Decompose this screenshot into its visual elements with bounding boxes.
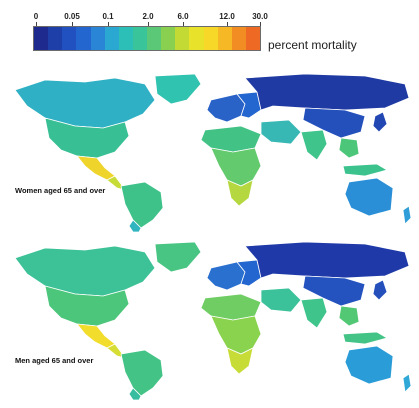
legend-color-segment — [76, 27, 91, 50]
legend-color-segment — [231, 27, 246, 50]
region-middle-east — [260, 287, 302, 313]
legend-tick-label: 30.0 — [252, 12, 268, 21]
region-indonesia — [342, 331, 388, 345]
region-usa — [44, 117, 130, 159]
region-se-asia — [338, 137, 360, 159]
legend-color-bar — [33, 26, 261, 51]
region-south-america — [120, 349, 164, 397]
region-south-america — [120, 181, 164, 229]
legend-color-segment — [189, 27, 204, 50]
region-se-asia — [338, 305, 360, 327]
region-india — [300, 297, 328, 329]
region-africa — [210, 315, 262, 355]
region-north-america — [14, 245, 156, 297]
world-map-svg — [14, 73, 412, 232]
region-japan — [372, 111, 388, 133]
legend-color-segment — [147, 27, 162, 50]
legend-tick-label: 12.0 — [219, 12, 235, 21]
legend-color-segment — [118, 27, 133, 50]
legend-tick-mark — [260, 22, 261, 26]
color-legend: 0 0.05 0.1 2.0 6.0 12.0 30.0 percent mor… — [0, 0, 419, 62]
legend-tick-label: 0.05 — [64, 12, 80, 21]
region-indonesia — [342, 163, 388, 177]
region-africa-north — [200, 125, 262, 153]
legend-tick-mark — [183, 22, 184, 26]
region-russia — [244, 73, 410, 111]
legend-color-segment — [132, 27, 147, 50]
legend-color-segment — [104, 27, 119, 50]
legend-color-segment — [48, 27, 63, 50]
legend-color-segment — [34, 27, 49, 50]
legend-tick-mark — [36, 22, 37, 26]
region-africa-south — [226, 179, 254, 207]
region-africa-south — [226, 347, 254, 375]
region-mexico — [76, 323, 116, 349]
region-usa — [44, 285, 130, 327]
region-africa-north — [200, 293, 262, 321]
region-australia — [344, 345, 394, 385]
legend-tick-label: 2.0 — [142, 12, 154, 21]
legend-tick-mark — [108, 22, 109, 26]
legend-tick-mark — [227, 22, 228, 26]
legend-color-segment — [175, 27, 190, 50]
legend-title: percent mortality — [268, 38, 357, 52]
region-middle-east — [260, 119, 302, 145]
region-australia — [344, 177, 394, 217]
map-label: Women aged 65 and over — [15, 186, 106, 195]
region-new-zealand — [402, 205, 412, 225]
region-japan — [372, 279, 388, 301]
region-china — [302, 275, 366, 307]
map-label: Men aged 65 and over — [15, 356, 94, 365]
legend-color-segment — [161, 27, 176, 50]
region-south-america-south — [128, 387, 142, 400]
legend-color-segment — [62, 27, 77, 50]
legend-color-segment — [203, 27, 218, 50]
region-north-america — [14, 77, 156, 129]
world-map-men: Men aged 65 and over — [5, 238, 415, 400]
region-europe — [206, 261, 246, 291]
legend-color-segment — [90, 27, 105, 50]
legend-tick-label: 6.0 — [177, 12, 189, 21]
legend-tick-label: 0 — [33, 12, 39, 21]
legend-tick-mark — [148, 22, 149, 26]
region-new-zealand — [402, 373, 412, 393]
region-china — [302, 107, 366, 139]
region-russia — [244, 241, 410, 279]
region-mexico — [76, 155, 116, 181]
world-map-svg — [14, 241, 412, 400]
region-africa — [210, 147, 262, 187]
world-map-women: Women aged 65 and over — [5, 70, 415, 232]
region-greenland — [154, 241, 202, 273]
legend-tick-label: 0.1 — [102, 12, 114, 21]
region-india — [300, 129, 328, 161]
legend-color-segment — [245, 27, 260, 50]
legend-color-segment — [217, 27, 232, 50]
region-greenland — [154, 73, 202, 105]
region-south-america-south — [128, 219, 142, 232]
legend-tick-mark — [72, 22, 73, 26]
region-europe — [206, 93, 246, 123]
